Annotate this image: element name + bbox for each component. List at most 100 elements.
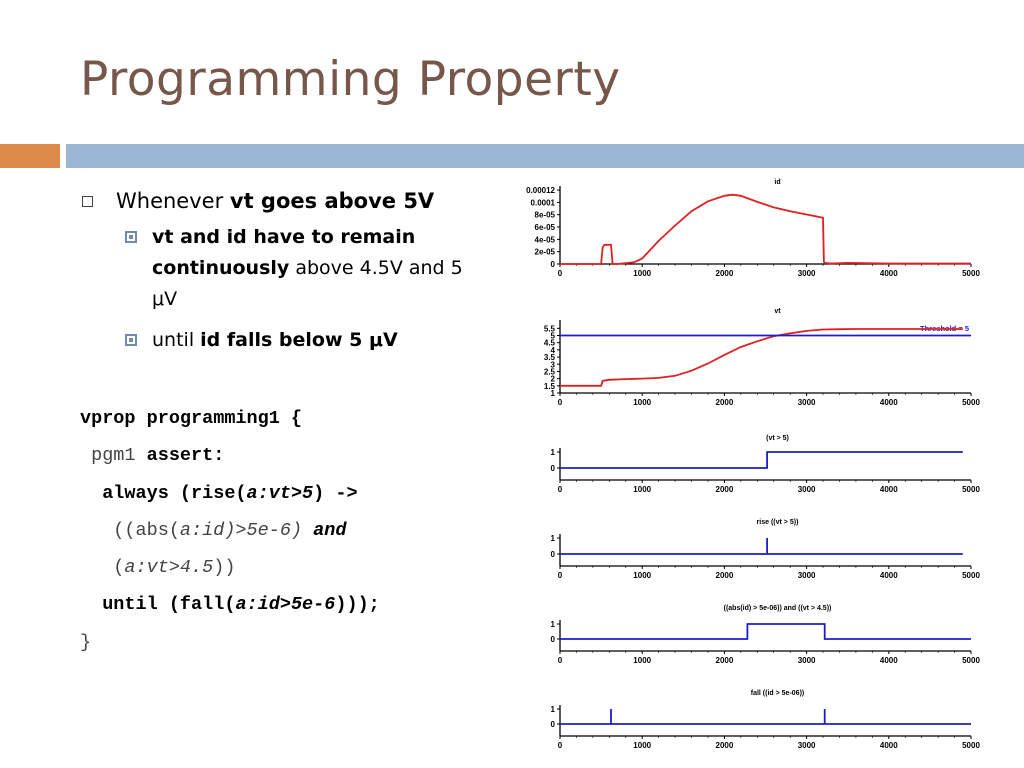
y-tick-label: 4 bbox=[551, 346, 556, 355]
code-italic: a:id>5e-6 bbox=[235, 594, 336, 616]
x-tick-label: 3000 bbox=[798, 485, 816, 494]
y-tick-label: 3.5 bbox=[544, 353, 556, 362]
x-tick-label: 3000 bbox=[798, 269, 816, 278]
code-text: always (rise( bbox=[80, 482, 247, 504]
chart-title: vt bbox=[774, 308, 781, 315]
y-tick-label: 1 bbox=[551, 448, 556, 457]
y-tick-label: 5.5 bbox=[544, 324, 556, 333]
chart-title: id bbox=[774, 179, 780, 186]
chart-panel: ((abs(id) > 5e-06)) and ((vt > 4.5)) 0 100… bbox=[551, 605, 981, 665]
x-tick-label: 5000 bbox=[962, 571, 980, 580]
sub-bullet-1: vt and id have to remain continuously ab… bbox=[80, 222, 482, 315]
x-tick-label: 1000 bbox=[633, 485, 651, 494]
x-tick-label: 4000 bbox=[880, 741, 898, 750]
x-tick-label: 5000 bbox=[962, 485, 980, 494]
sub-bullet-2: until id falls below 5 μV bbox=[80, 325, 482, 356]
chart-title: fall ((id > 5e-06)) bbox=[751, 690, 804, 697]
x-tick-label: 0 bbox=[558, 741, 563, 750]
y-tick-label: 0.00012 bbox=[526, 186, 555, 195]
y-tick-label: 3 bbox=[551, 360, 556, 369]
sub-bullet-2-bold: id falls below 5 μV bbox=[200, 329, 398, 351]
filled-square-bullet-icon bbox=[125, 334, 137, 346]
code-line-3: always (rise(a:vt>5) -> bbox=[80, 479, 380, 516]
y-tick-label: 0 bbox=[551, 720, 556, 729]
series-line bbox=[560, 193, 971, 265]
y-tick-label: 1 bbox=[551, 705, 556, 714]
series-line bbox=[560, 709, 971, 725]
chart-panel: (vt > 5) 0 1000 2000 3000 4000 5000 1 0 bbox=[551, 435, 981, 494]
chart-title: rise ((vt > 5)) bbox=[757, 519, 799, 526]
accent-bar-blue bbox=[66, 144, 1024, 168]
x-tick-label: 1000 bbox=[633, 571, 651, 580]
x-tick-label: 1000 bbox=[633, 398, 651, 407]
sub-bullet-1-rest: above 4.5V and 5 μV bbox=[152, 257, 463, 310]
code-line-1: vprop programming1 { bbox=[80, 408, 303, 429]
y-tick-label: 1.5 bbox=[544, 382, 556, 391]
x-tick-label: 2000 bbox=[716, 571, 734, 580]
x-tick-label: 0 bbox=[558, 656, 563, 665]
y-tick-label: 4e-05 bbox=[535, 235, 556, 244]
chart-panel: id 0 1000 2000 3000 4000 5000 0.00012 0.0001 8e-0… bbox=[526, 179, 980, 278]
code-line-4: ((abs(a:id)>5e-6) and bbox=[80, 516, 380, 553]
x-tick-label: 3000 bbox=[798, 741, 816, 750]
code-text: ((abs( bbox=[80, 519, 180, 541]
x-tick-label: 4000 bbox=[880, 485, 898, 494]
accent-bar-orange bbox=[0, 144, 60, 168]
x-tick-label: 2000 bbox=[716, 398, 734, 407]
x-tick-label: 2000 bbox=[716, 269, 734, 278]
code-keyword: and bbox=[302, 519, 347, 541]
code-text: until (fall( bbox=[80, 594, 236, 616]
code-italic: a:vt>5 bbox=[246, 482, 314, 504]
code-italic: a:id)>5e-6) bbox=[179, 519, 303, 541]
chart-title: ((abs(id) > 5e-06)) and ((vt > 4.5)) bbox=[724, 605, 832, 612]
y-tick-label: 0 bbox=[551, 635, 556, 644]
x-tick-label: 2000 bbox=[716, 741, 734, 750]
x-tick-label: 1000 bbox=[633, 656, 651, 665]
x-tick-label: 5000 bbox=[962, 398, 980, 407]
hollow-square-bullet-icon bbox=[82, 196, 93, 207]
y-tick-label: 1 bbox=[551, 389, 556, 398]
y-tick-label: 4.5 bbox=[544, 339, 556, 348]
series-line bbox=[560, 623, 971, 640]
code-text: ))); bbox=[335, 594, 380, 616]
y-tick-label: 2.5 bbox=[544, 367, 556, 376]
y-tick-label: 6e-05 bbox=[535, 223, 556, 232]
x-tick-label: 4000 bbox=[880, 656, 898, 665]
x-tick-label: 2000 bbox=[716, 656, 734, 665]
x-tick-label: 4000 bbox=[880, 269, 898, 278]
y-tick-label: 2e-05 bbox=[535, 248, 556, 257]
chart-panel: fall ((id > 5e-06)) 0 1000 2000 3000 4000 5000… bbox=[551, 690, 981, 750]
y-tick-label: 1 bbox=[551, 620, 556, 629]
y-tick-label: 0.0001 bbox=[531, 198, 556, 207]
chart-panel: vt0 1000 2000 3000 4000 50005.554.543.532.521… bbox=[544, 308, 981, 407]
x-tick-label: 1000 bbox=[633, 269, 651, 278]
code-keyword: assert: bbox=[146, 445, 225, 467]
y-tick-label: 1 bbox=[551, 534, 556, 543]
x-tick-label: 0 bbox=[558, 571, 563, 580]
x-tick-label: 0 bbox=[558, 485, 563, 494]
filled-square-bullet-icon bbox=[125, 231, 137, 243]
x-tick-label: 5000 bbox=[962, 269, 980, 278]
code-block: vprop programming1 { pgm1 assert: always… bbox=[80, 404, 380, 665]
bullet-main-bold: vt goes above 5V bbox=[229, 189, 435, 213]
y-tick-label: 0 bbox=[551, 260, 556, 269]
code-italic: a:vt>4.5 bbox=[124, 557, 214, 579]
x-tick-label: 5000 bbox=[962, 656, 980, 665]
bullet-list: Whenever vt goes above 5V vt and id have… bbox=[80, 186, 500, 356]
code-line-6: until (fall(a:id>5e-6))); bbox=[80, 590, 380, 627]
code-label: pgm1 bbox=[80, 445, 147, 467]
x-tick-label: 3000 bbox=[798, 571, 816, 580]
x-tick-label: 4000 bbox=[880, 571, 898, 580]
code-line-5: (a:vt>4.5)) bbox=[80, 553, 380, 590]
chart-title: (vt > 5) bbox=[766, 435, 789, 442]
code-text: )) bbox=[213, 557, 236, 579]
x-tick-label: 4000 bbox=[880, 398, 898, 407]
x-tick-label: 1000 bbox=[633, 741, 651, 750]
code-line-7: } bbox=[80, 631, 92, 653]
series-line bbox=[560, 538, 963, 555]
y-tick-label: 8e-05 bbox=[535, 211, 556, 220]
x-tick-label: 2000 bbox=[716, 485, 734, 494]
x-tick-label: 3000 bbox=[798, 656, 816, 665]
sub-bullet-1-bold: vt and id have to remain continuously bbox=[152, 226, 416, 279]
waveform-plots: id0 1000 2000 3000 4000 50000.000120.00018e-0… bbox=[526, 179, 981, 750]
